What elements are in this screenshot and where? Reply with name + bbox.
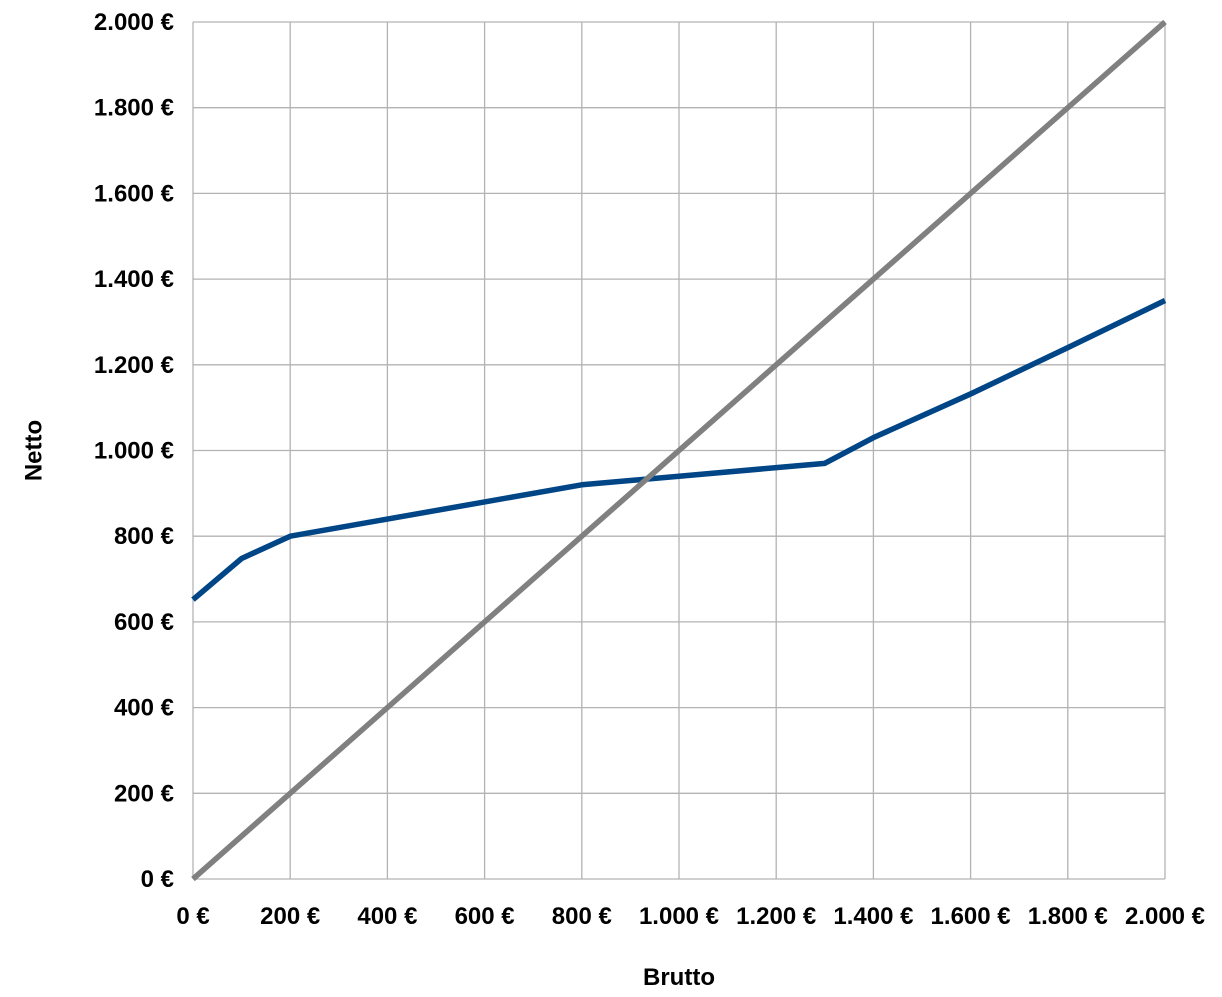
- y-tick-label: 1.400 €: [94, 266, 174, 293]
- y-tick-label: 1.600 €: [94, 180, 174, 207]
- x-tick-label: 1.800 €: [1028, 903, 1108, 930]
- y-tick-label: 400 €: [114, 695, 174, 722]
- series-lines: [191, 19, 1167, 882]
- series-line-0: [191, 298, 1167, 602]
- x-axis-title: Brutto: [643, 964, 715, 991]
- y-tick-labels: 0 € 200 € 400 € 600 € 800 € 1.000 € 1.200 € 1.4…: [94, 9, 174, 893]
- y-tick-label: 800 €: [114, 523, 174, 550]
- series-line-1: [191, 19, 1167, 882]
- y-tick-label: 1.800 €: [94, 95, 174, 122]
- x-tick-label: 1.200 €: [736, 903, 816, 930]
- gridlines: [192, 21, 1166, 880]
- x-tick-label: 1.000 €: [639, 903, 719, 930]
- y-tick-label: 2.000 €: [94, 9, 174, 36]
- x-tick-label: 1.600 €: [931, 903, 1011, 930]
- x-tick-label: 400 €: [357, 903, 417, 930]
- y-tick-label: 1.200 €: [94, 352, 174, 379]
- x-tick-labels: 0 € 200 € 400 € 600 € 800 € 1.000 € 1.200 € 1.4…: [176, 903, 1205, 930]
- x-tick-label: 2.000 €: [1125, 903, 1205, 930]
- x-tick-label: 600 €: [455, 903, 515, 930]
- x-tick-label: 0 €: [176, 903, 209, 930]
- x-tick-label: 200 €: [260, 903, 320, 930]
- y-tick-label: 0 €: [141, 866, 174, 893]
- y-tick-label: 1.000 €: [94, 438, 174, 465]
- x-tick-label: 1.400 €: [833, 903, 913, 930]
- x-tick-label: 800 €: [552, 903, 612, 930]
- y-tick-label: 600 €: [114, 609, 174, 636]
- y-tick-label: 200 €: [114, 780, 174, 807]
- y-axis-title: Netto: [21, 420, 48, 481]
